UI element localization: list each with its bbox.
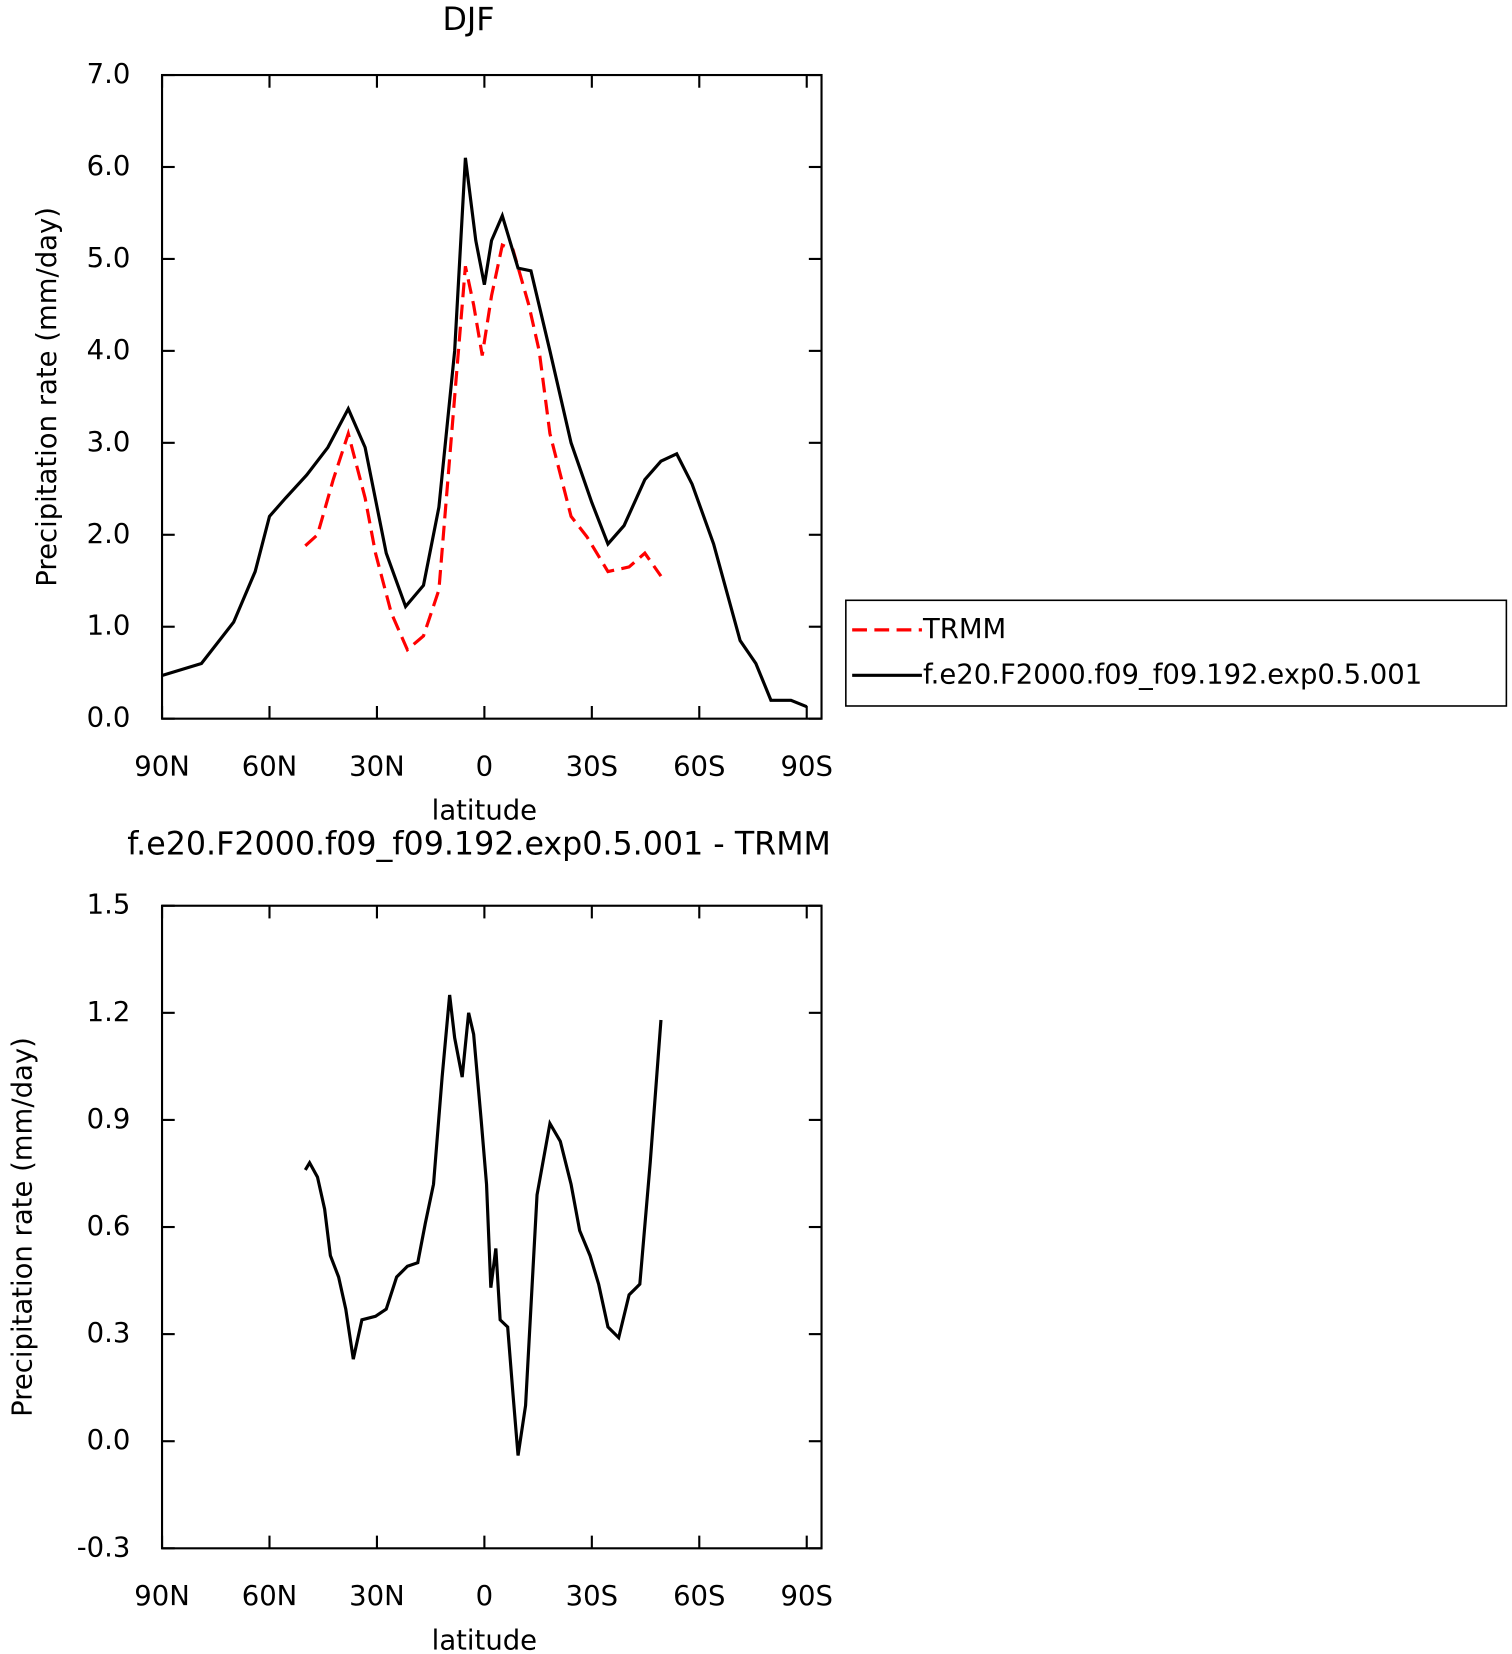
data-line	[161, 157, 808, 709]
x-tick-label: 90N	[134, 751, 190, 782]
y-tick-label: 4.0	[87, 335, 131, 366]
x-tick-label: 60S	[673, 1581, 725, 1612]
x-tick-label: 60N	[242, 1581, 298, 1612]
plot-frame	[160, 73, 823, 720]
x-tick-label: 30S	[566, 1581, 618, 1612]
y-tick-label: 5.0	[87, 243, 131, 274]
y-tick-label: 0.6	[87, 1211, 131, 1242]
y-axis-label: Precipitation rate (mm/day)	[32, 207, 63, 587]
x-axis-label: latitude	[432, 796, 537, 827]
chart-title: DJF	[443, 2, 495, 38]
y-tick-label: -0.3	[77, 1532, 131, 1563]
y-tick-label: 1.5	[87, 890, 131, 921]
x-tick-label: 30N	[349, 751, 405, 782]
y-tick-label: 0.9	[87, 1104, 131, 1135]
y-tick-label: 1.2	[87, 997, 131, 1028]
x-axis-label: latitude	[432, 1625, 537, 1654]
legend-box	[845, 599, 1508, 707]
x-tick-label: 90S	[781, 1581, 833, 1612]
y-tick-label: 0.3	[87, 1318, 131, 1349]
x-tick-label: 60S	[673, 751, 725, 782]
y-axis-label: Precipitation rate (mm/day)	[8, 1037, 39, 1417]
x-tick-label: 90N	[134, 1581, 190, 1612]
y-tick-label: 1.0	[87, 611, 131, 642]
x-tick-label: 30N	[349, 1581, 405, 1612]
x-tick-label: 60N	[242, 751, 298, 782]
legend-label: TRMM	[922, 614, 1006, 645]
x-tick-label: 0	[476, 1581, 493, 1612]
y-tick-label: 3.0	[87, 427, 131, 458]
legend-label: f.e20.F2000.f09_f09.192.exp0.5.001	[923, 659, 1422, 690]
y-tick-label: 0.0	[87, 1425, 131, 1456]
x-tick-label: 30S	[566, 751, 618, 782]
x-tick-label: 90S	[781, 751, 833, 782]
y-tick-label: 7.0	[87, 59, 131, 90]
y-tick-label: 0.0	[87, 703, 131, 734]
chart-title: f.e20.F2000.f09_f09.192.exp0.5.001 - TRM…	[127, 826, 831, 862]
data-line	[303, 994, 663, 1456]
data-line	[304, 242, 663, 653]
y-tick-label: 6.0	[87, 151, 131, 182]
y-tick-label: 2.0	[87, 519, 131, 550]
x-tick-label: 0	[476, 751, 493, 782]
